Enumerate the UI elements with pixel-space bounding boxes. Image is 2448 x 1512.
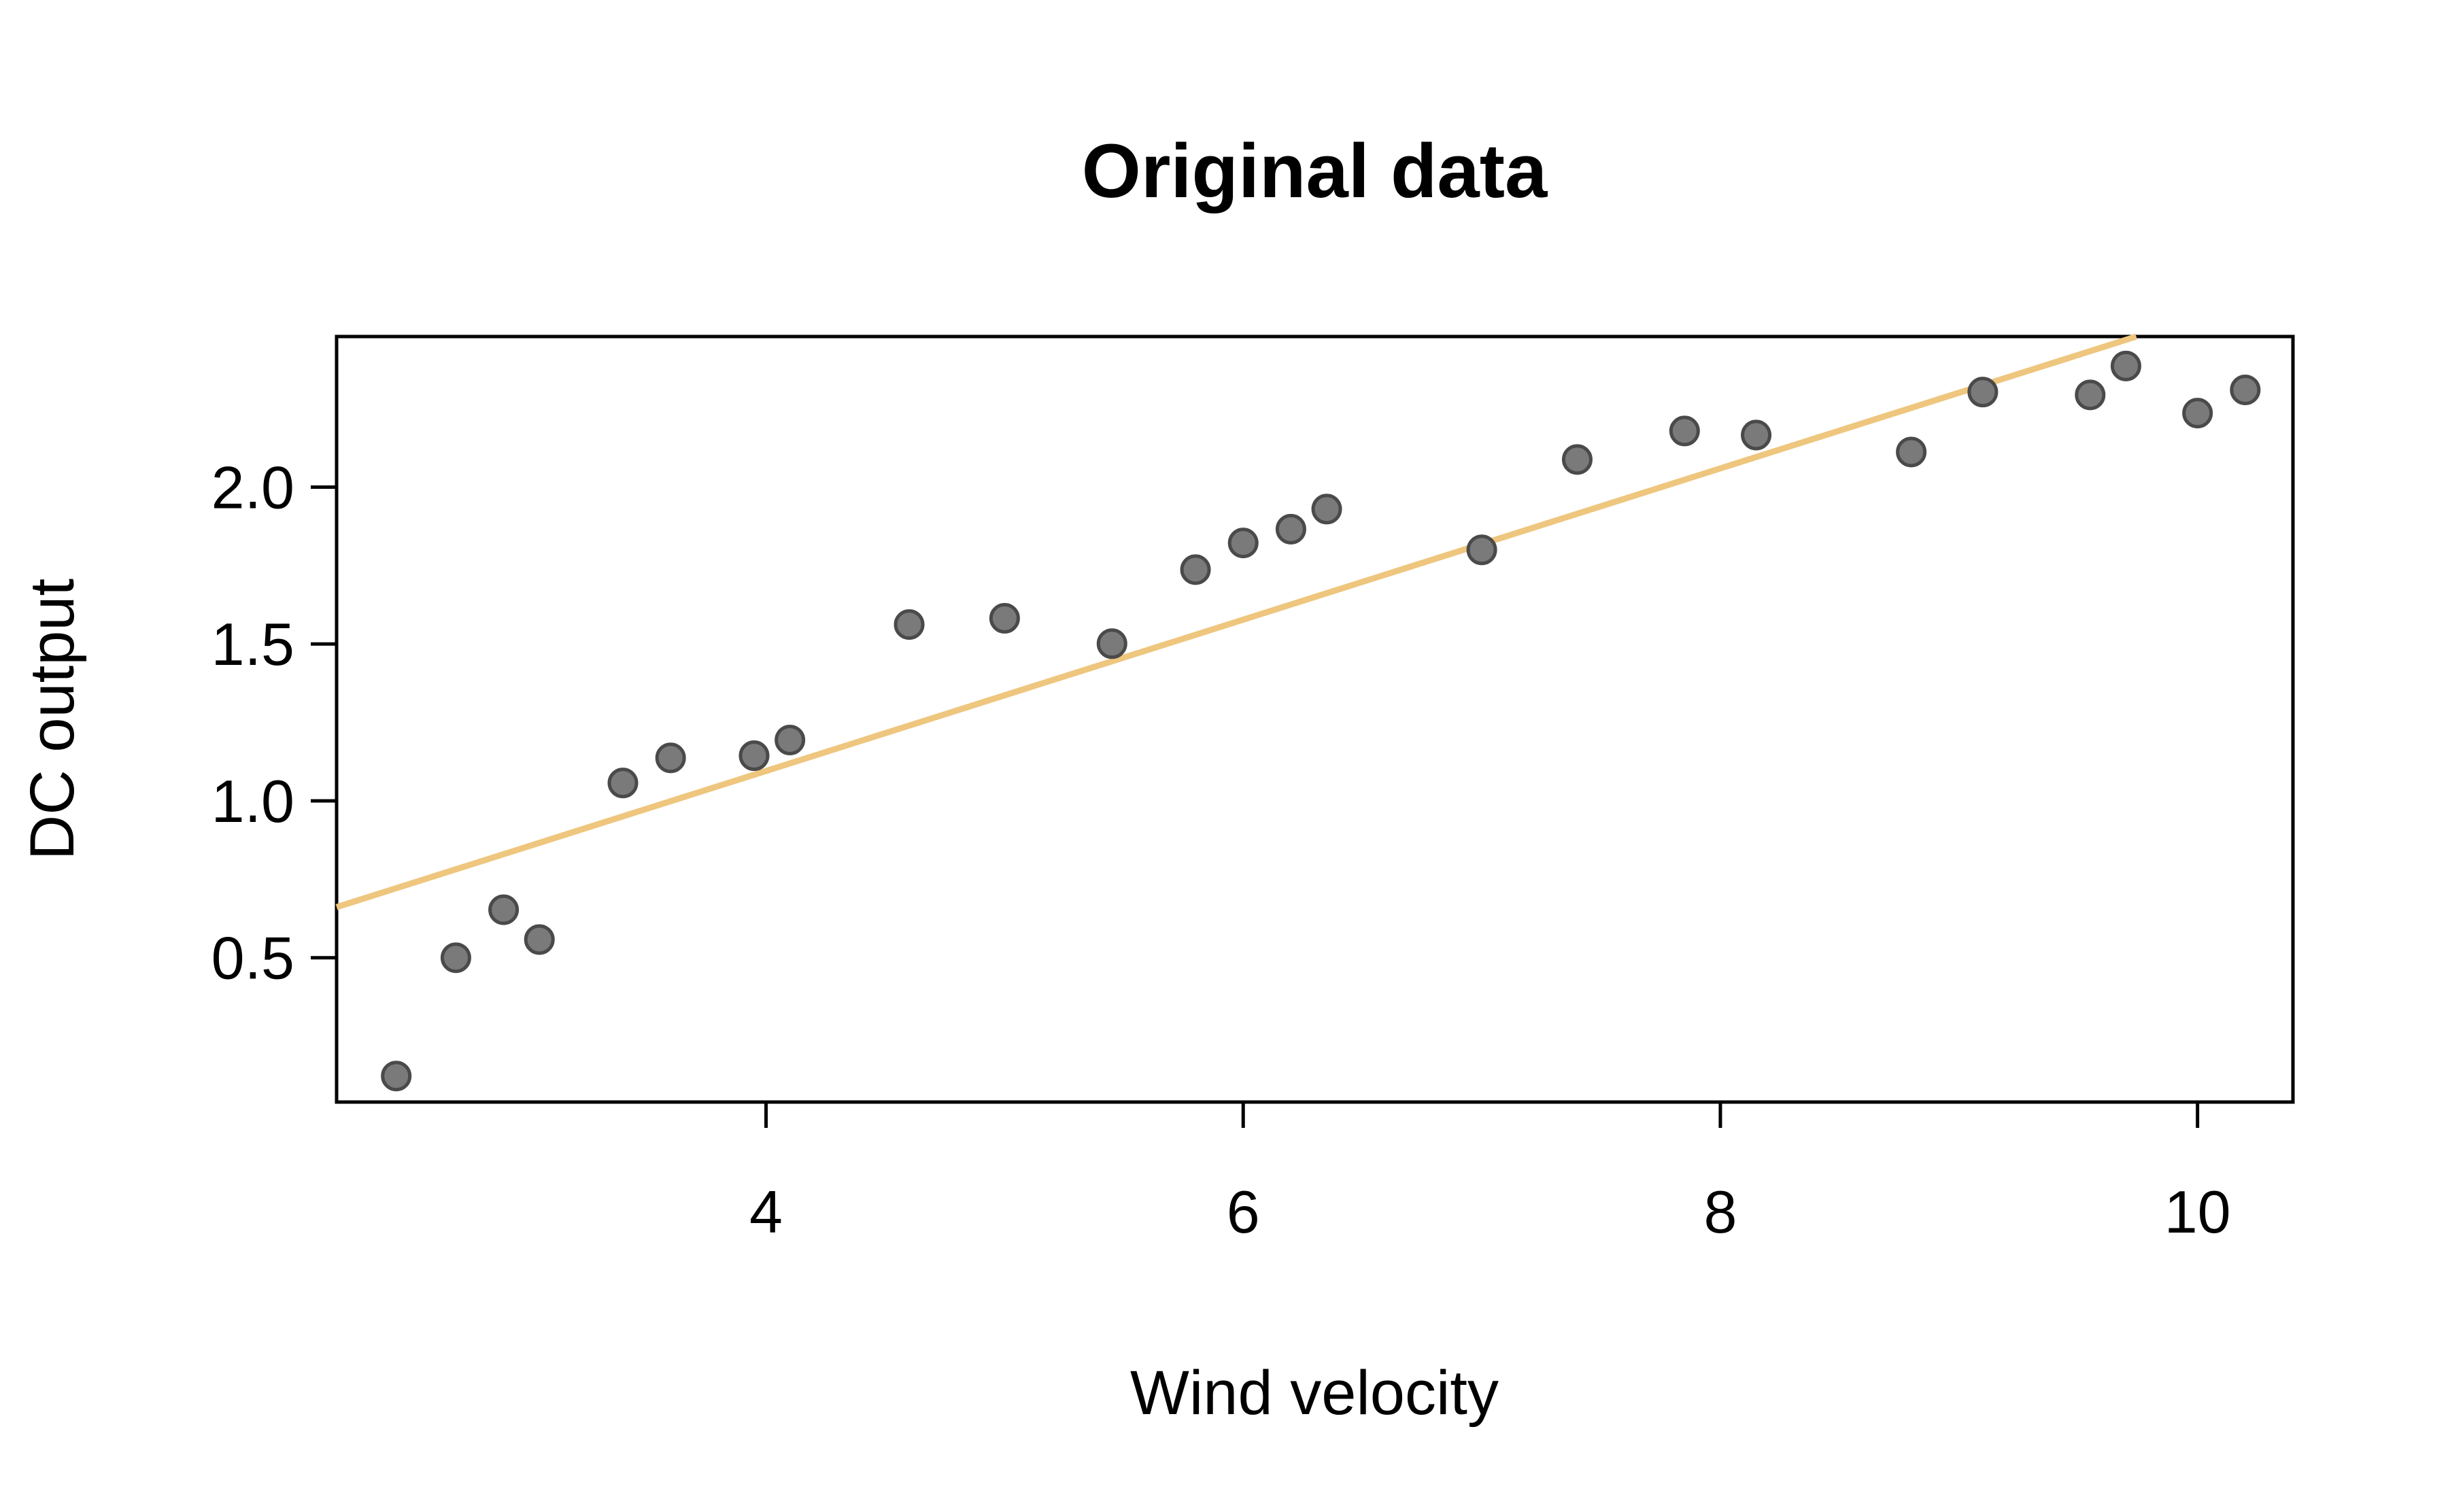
data-points bbox=[381, 350, 2261, 1092]
data-point-5 bbox=[607, 768, 639, 799]
data-point-6 bbox=[655, 742, 686, 774]
x-tick-label-6: 6 bbox=[1227, 1178, 1260, 1245]
data-point-4 bbox=[524, 924, 555, 955]
x-tick-label-10: 10 bbox=[2164, 1178, 2231, 1245]
data-point-23 bbox=[2110, 350, 2141, 381]
data-point-17 bbox=[1561, 444, 1593, 475]
data-point-1 bbox=[381, 1061, 412, 1092]
x-tick-label-4: 4 bbox=[749, 1178, 783, 1245]
data-point-21 bbox=[1967, 377, 1999, 408]
data-point-25 bbox=[2230, 374, 2261, 405]
x-axis-label: Wind velocity bbox=[1130, 1358, 1499, 1428]
y-tick-label-0.5: 0.5 bbox=[211, 925, 294, 992]
data-point-10 bbox=[989, 602, 1020, 634]
data-point-16 bbox=[1466, 534, 1497, 566]
data-point-12 bbox=[1180, 554, 1211, 585]
data-point-20 bbox=[1896, 436, 1927, 468]
data-point-18 bbox=[1669, 415, 1700, 447]
data-point-7 bbox=[738, 740, 770, 772]
x-axis: 4 6 8 10 bbox=[749, 1102, 2231, 1245]
data-point-8 bbox=[775, 724, 806, 755]
data-point-3 bbox=[488, 894, 520, 925]
data-point-2 bbox=[440, 942, 471, 974]
data-point-11 bbox=[1096, 628, 1127, 659]
y-axis: 0.5 1.0 1.5 2.0 bbox=[211, 454, 337, 992]
chart-title: Original data bbox=[1082, 128, 1548, 213]
data-point-13 bbox=[1227, 528, 1259, 559]
y-tick-label-1.5: 1.5 bbox=[211, 611, 294, 678]
y-axis-label: DC output bbox=[18, 579, 87, 860]
data-point-9 bbox=[894, 609, 925, 640]
data-point-15 bbox=[1311, 494, 1342, 525]
y-tick-label-2.0: 2.0 bbox=[211, 454, 294, 521]
y-tick-label-1.0: 1.0 bbox=[211, 768, 294, 835]
regression-line-layer bbox=[335, 333, 2137, 910]
data-point-19 bbox=[1741, 419, 1772, 451]
data-point-24 bbox=[2182, 398, 2213, 429]
plot-frame bbox=[335, 334, 2295, 1104]
data-point-22 bbox=[2075, 379, 2106, 411]
data-point-14 bbox=[1275, 513, 1306, 545]
regression-line bbox=[335, 333, 2137, 910]
x-tick-label-8: 8 bbox=[1703, 1178, 1737, 1245]
